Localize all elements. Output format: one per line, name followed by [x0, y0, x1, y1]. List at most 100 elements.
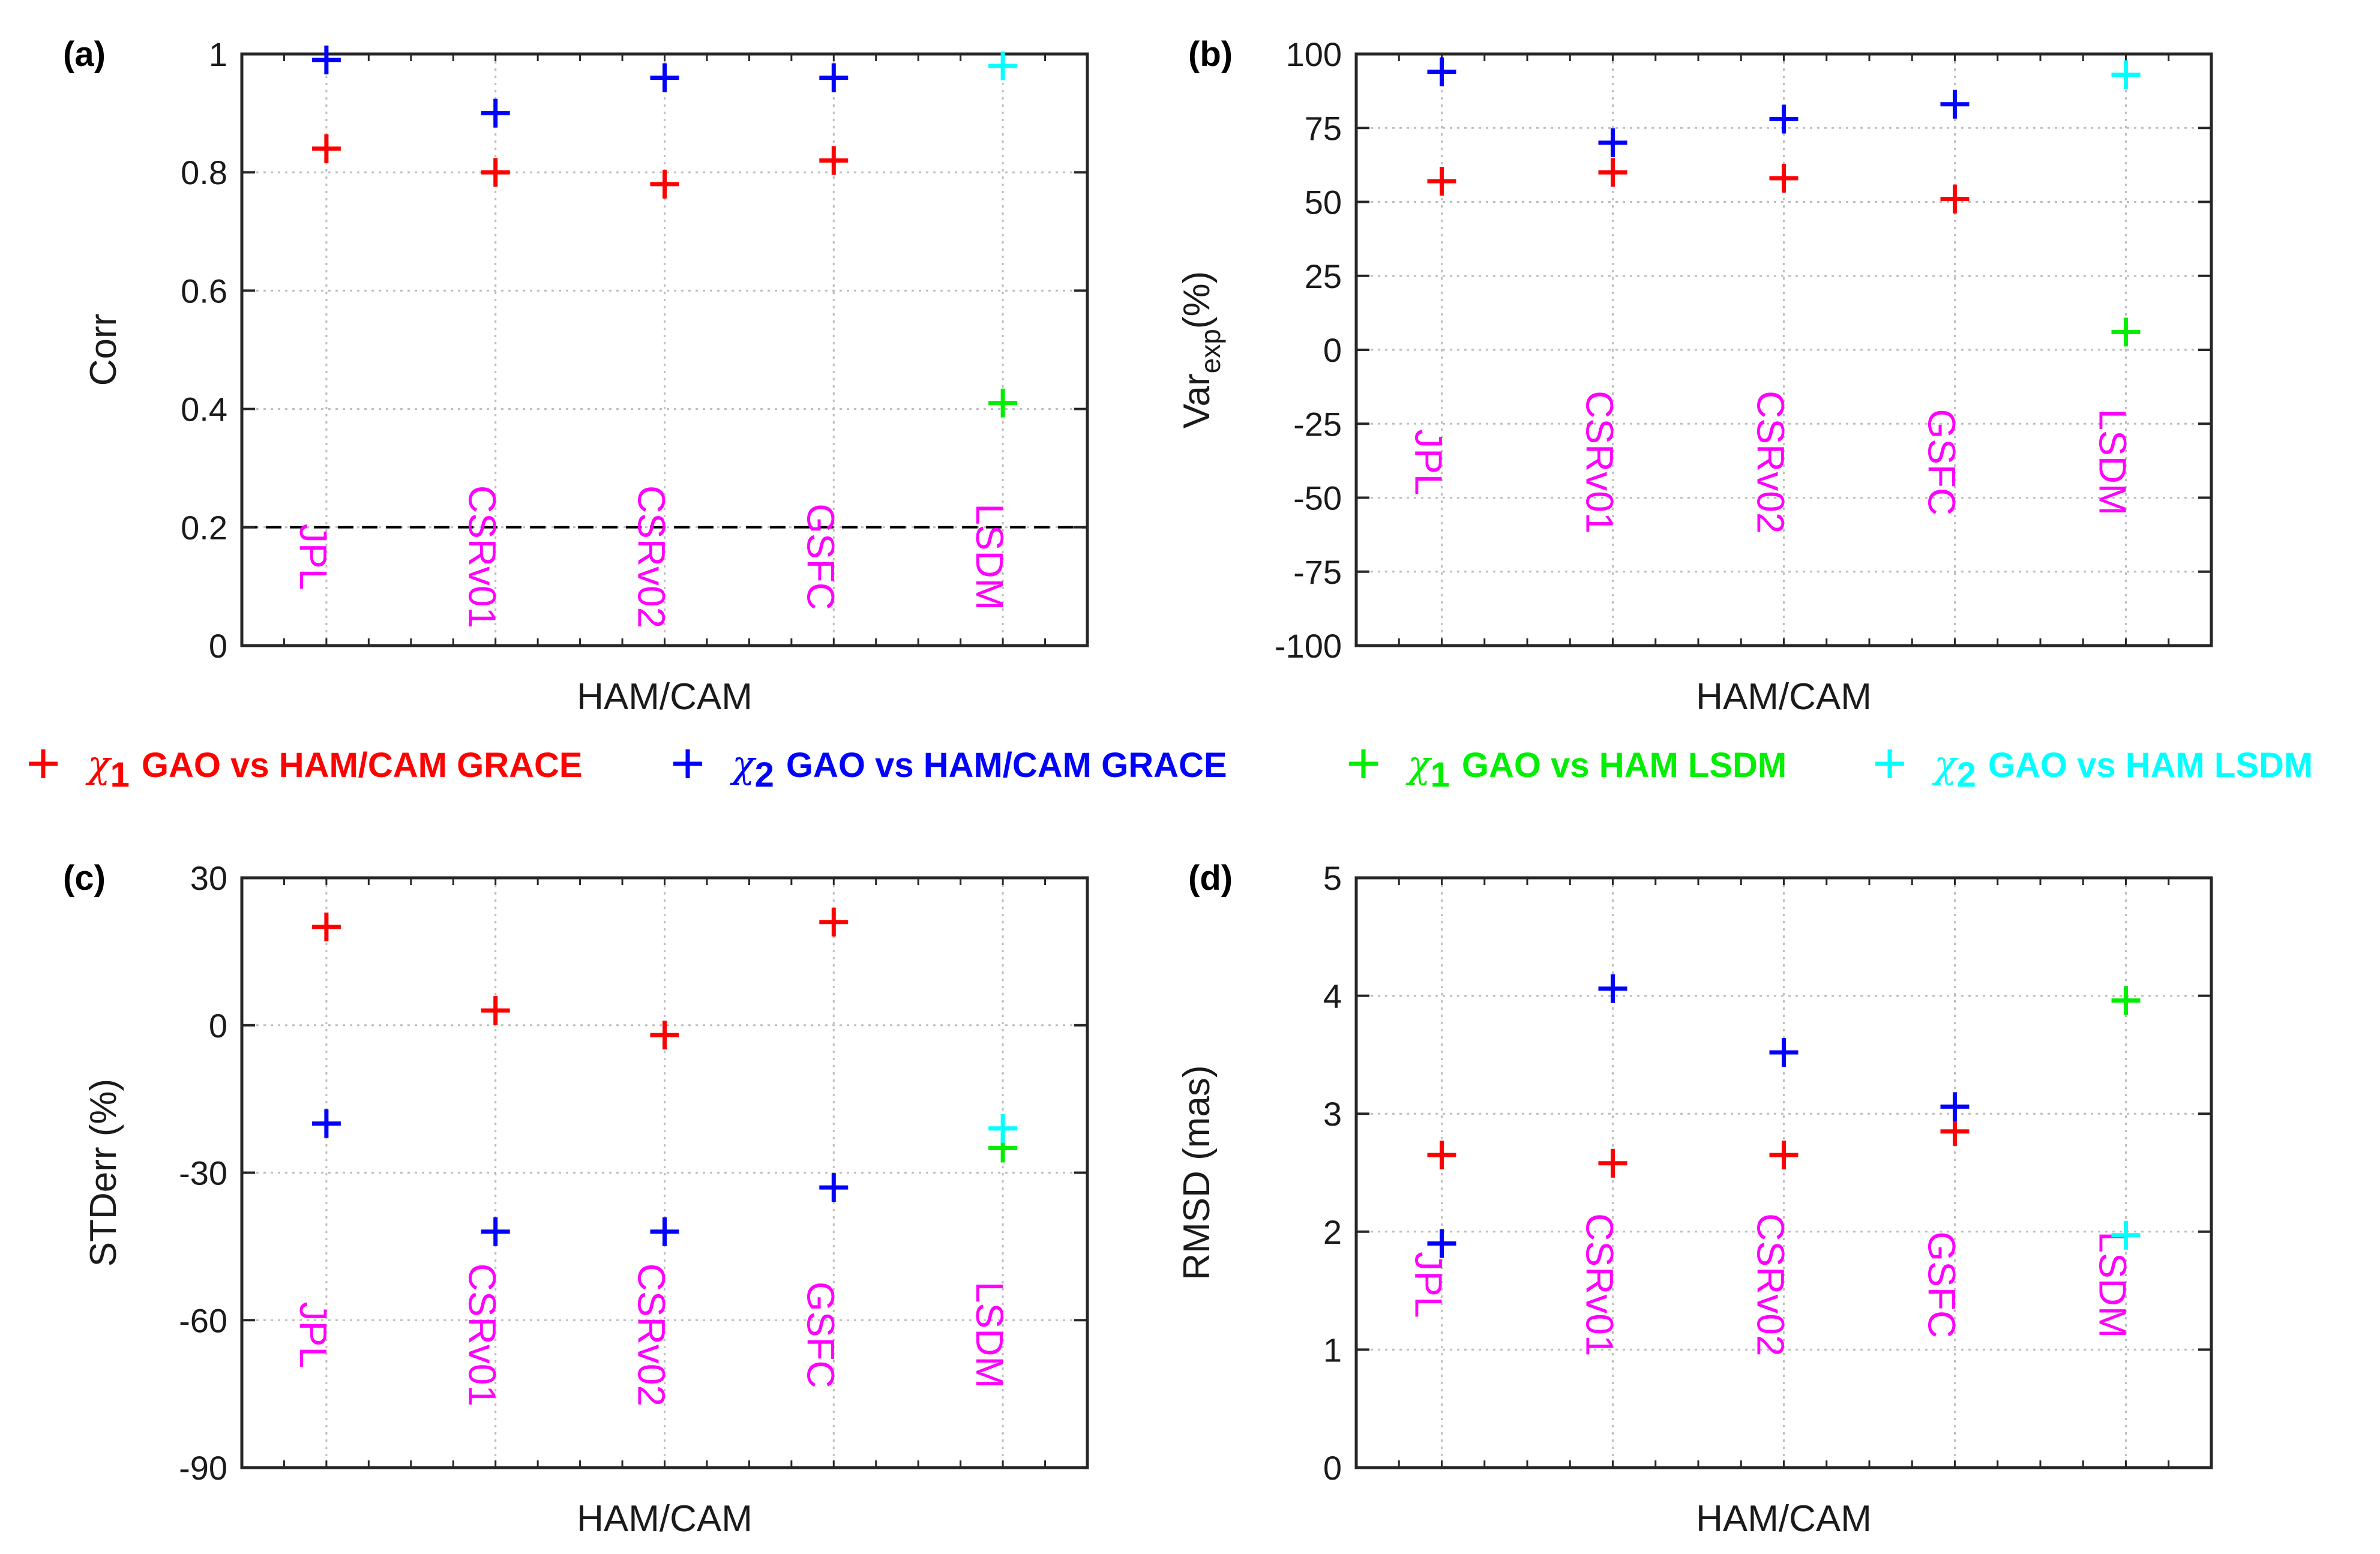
data-point — [1427, 166, 1456, 196]
data-point — [481, 996, 510, 1025]
y-tick-label: 0 — [1323, 1449, 1342, 1487]
y-tick-label: 0.2 — [181, 509, 227, 547]
data-point — [1427, 1229, 1456, 1258]
data-point — [1769, 104, 1799, 134]
legend-label: χ2 GAO vs HAM LSDM — [1932, 742, 2313, 794]
data-point — [311, 134, 341, 163]
x-axis-label: HAM/CAM — [577, 1498, 753, 1540]
data-point — [2111, 60, 2141, 89]
data-point — [1769, 1141, 1799, 1170]
data-point — [311, 912, 341, 941]
panel-1: -100 -75 -50 -25 0 25 50 75 100 JPL CSRv01 CSRv02 GS… — [1176, 35, 2213, 718]
category-label: GSFC — [1920, 409, 1964, 515]
data-point — [650, 63, 679, 92]
x-axis-label: HAM/CAM — [1696, 1498, 1872, 1540]
data-point — [481, 1217, 510, 1246]
data-point — [650, 169, 679, 199]
legend-label: χ2 GAO vs HAM/CAM GRACE — [730, 742, 1227, 794]
data-point — [819, 907, 849, 937]
y-tick-label: 3 — [1323, 1095, 1342, 1133]
data-point — [1940, 89, 1970, 119]
panel-0: 0 0.2 0.4 0.6 0.8 1 JPL CSRv01 CSRv02 GSFC LSDM HAM… — [63, 35, 1089, 718]
panel-2: -90 -60 -30 0 30 JPL CSRv01 CSRv02 GSFC LSDM HAM/C… — [63, 859, 1089, 1540]
data-point — [988, 388, 1018, 418]
category-label: LSDM — [968, 503, 1011, 610]
y-tick-label: 0 — [209, 1007, 227, 1045]
category-label: CSRv01 — [1578, 391, 1621, 533]
category-label: JPL — [292, 524, 335, 590]
y-tick-label: 30 — [190, 859, 227, 897]
panel-label: (c) — [63, 859, 106, 898]
data-point — [481, 98, 510, 128]
category-label: LSDM — [968, 1282, 1011, 1388]
data-point — [1427, 1141, 1456, 1170]
data-point — [311, 1109, 341, 1138]
y-tick-label: -50 — [1293, 479, 1342, 517]
y-tick-label: 1 — [209, 35, 227, 73]
y-tick-label: 75 — [1305, 109, 1342, 147]
category-label: CSRv02 — [630, 1264, 673, 1406]
data-point — [1427, 57, 1456, 86]
category-label: JPL — [1407, 1252, 1450, 1318]
y-tick-label: 0 — [209, 627, 227, 665]
y-tick-label: 0 — [1323, 331, 1342, 369]
y-tick-label: -25 — [1293, 405, 1342, 443]
x-axis-label: HAM/CAM — [577, 676, 753, 718]
category-label: JPL — [1407, 429, 1450, 495]
panel-label: (a) — [63, 35, 106, 74]
data-point — [2111, 317, 2141, 347]
y-axis-label: STDerr (%) — [83, 1079, 124, 1267]
y-tick-label: -30 — [179, 1154, 227, 1192]
y-tick-label: 4 — [1323, 977, 1342, 1015]
legend-item: χ2 GAO vs HAM/CAM GRACE — [673, 742, 1227, 794]
data-point — [1598, 974, 1627, 1003]
legend-label: χ1 GAO vs HAM LSDM — [1405, 742, 1787, 794]
category-label: JPL — [292, 1302, 335, 1368]
legend: χ1 GAO vs HAM/CAM GRACE χ2 GAO vs HAM/CAM G… — [29, 742, 2313, 794]
category-label: CSRv01 — [1578, 1213, 1621, 1356]
data-point — [819, 63, 849, 92]
data-point — [1598, 1148, 1627, 1178]
y-tick-label: 2 — [1323, 1213, 1342, 1251]
y-tick-label: 1 — [1323, 1331, 1342, 1369]
category-label: GSFC — [799, 1282, 842, 1388]
data-point — [819, 1173, 849, 1202]
y-axis-label: Varexp(%) — [1176, 271, 1226, 428]
y-tick-label: -90 — [179, 1449, 227, 1487]
data-point — [988, 51, 1018, 80]
data-point — [650, 1021, 679, 1050]
data-point — [988, 1114, 1018, 1143]
y-tick-label: -60 — [179, 1301, 227, 1339]
data-point — [1769, 1037, 1799, 1067]
data-point — [1940, 184, 1970, 214]
y-axis-label: Corr — [83, 314, 124, 386]
legend-item: χ2 GAO vs HAM LSDM — [1875, 742, 2313, 794]
category-label: CSRv02 — [1749, 1213, 1793, 1356]
data-point — [2111, 1220, 2141, 1250]
legend-item: χ1 GAO vs HAM LSDM — [1349, 742, 1787, 794]
data-point — [1769, 164, 1799, 193]
legend-label: χ1 GAO vs HAM/CAM GRACE — [85, 742, 583, 794]
category-label: GSFC — [799, 503, 842, 610]
category-label: CSRv01 — [461, 1264, 504, 1406]
data-point — [650, 1217, 679, 1246]
y-tick-label: 5 — [1323, 859, 1342, 897]
data-point — [1598, 128, 1627, 157]
y-tick-label: 100 — [1286, 35, 1342, 73]
y-tick-label: 0.6 — [181, 272, 227, 310]
y-tick-label: 0.4 — [181, 391, 227, 428]
data-point — [311, 45, 341, 74]
category-label: CSRv01 — [461, 485, 504, 628]
data-point — [819, 146, 849, 175]
y-tick-label: 0.8 — [181, 154, 227, 191]
data-point — [1940, 1117, 1970, 1146]
y-tick-label: -100 — [1275, 627, 1342, 665]
data-point — [1598, 158, 1627, 187]
category-label: GSFC — [1920, 1231, 1964, 1338]
y-tick-label: 25 — [1305, 257, 1342, 295]
data-point — [1940, 1092, 1970, 1121]
panel-label: (d) — [1188, 859, 1233, 898]
y-axis-label: RMSD (mas) — [1176, 1065, 1218, 1280]
